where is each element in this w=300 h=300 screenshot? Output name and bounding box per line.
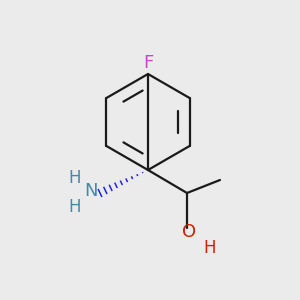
Text: N: N xyxy=(85,182,98,200)
Text: H: H xyxy=(69,169,81,187)
Text: H: H xyxy=(204,239,216,257)
Text: F: F xyxy=(143,54,153,72)
Text: O: O xyxy=(182,223,196,241)
Text: H: H xyxy=(69,198,81,216)
